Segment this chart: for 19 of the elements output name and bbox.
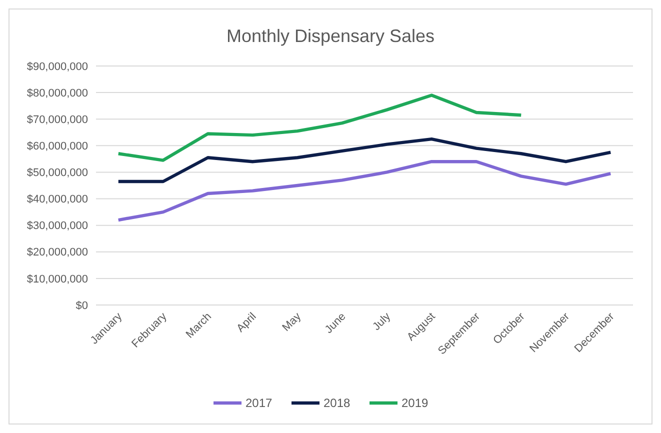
chart-title: Monthly Dispensary Sales xyxy=(226,26,435,46)
x-tick-label: July xyxy=(370,310,394,333)
line-series xyxy=(116,94,523,162)
y-tick-label: $50,000,000 xyxy=(26,167,88,180)
y-tick-label: $80,000,000 xyxy=(26,87,88,100)
y-tick-label: $70,000,000 xyxy=(26,114,88,126)
y-tick-label: $10,000,000 xyxy=(26,273,88,286)
line-series xyxy=(116,160,612,222)
y-tick-label: $40,000,000 xyxy=(26,194,88,206)
y-tick-label: $90,000,000 xyxy=(26,60,88,73)
line-series xyxy=(116,137,612,184)
y-tick-label: $0 xyxy=(76,300,88,312)
legend-label: 2019 xyxy=(402,396,429,410)
y-tick-label: $30,000,000 xyxy=(26,220,88,232)
y-tick-label: $20,000,000 xyxy=(26,246,88,259)
y-tick-label: $60,000,000 xyxy=(26,140,88,153)
legend-label: 2018 xyxy=(324,396,351,410)
legend-label: 2017 xyxy=(246,396,273,410)
x-tick-label: May xyxy=(280,310,304,334)
